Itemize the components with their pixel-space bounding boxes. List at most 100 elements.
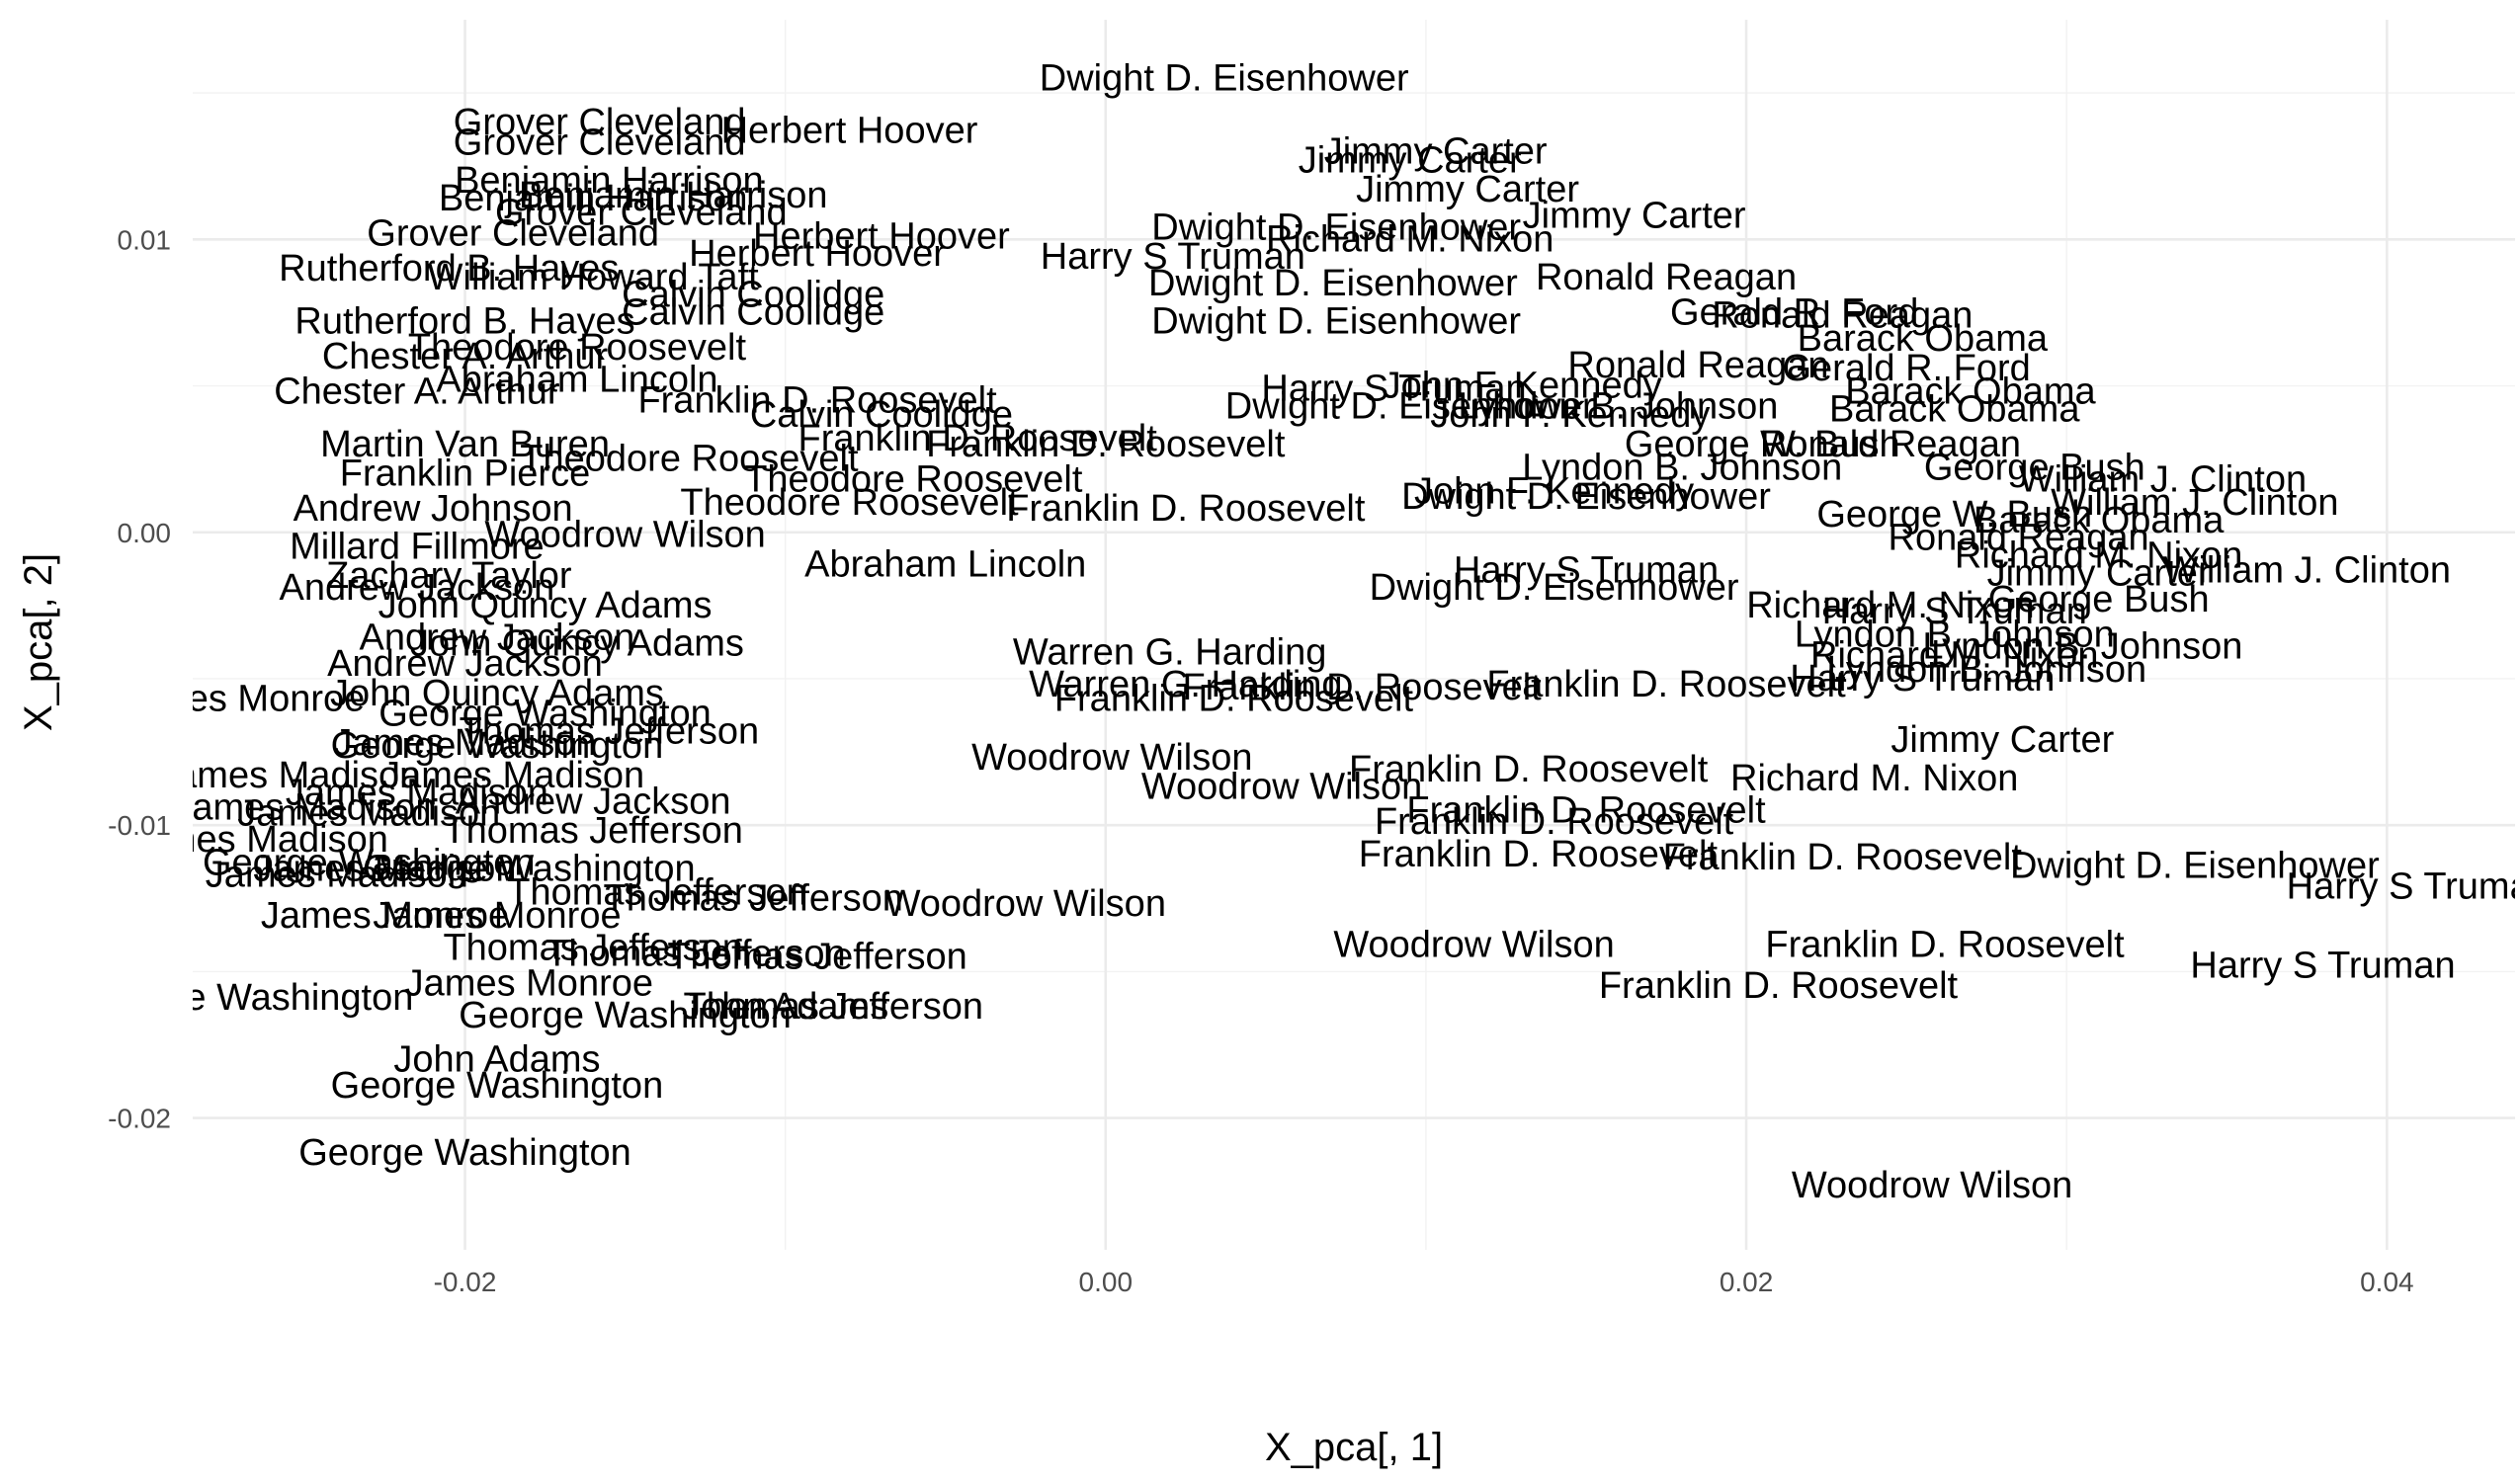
point-label: Woodrow Wilson: [1792, 1165, 2072, 1206]
point-label: Lyndon B. Johnson: [1458, 385, 1778, 427]
point-label: Thomas Jefferson: [604, 877, 903, 919]
point-label: James Madison: [381, 755, 644, 796]
point-label: Franklin D. Roosevelt: [1486, 664, 1846, 705]
point-label: George W. Bush: [1625, 424, 1900, 465]
point-label: Thomas Jefferson: [546, 934, 845, 975]
point-label: Harry S Truman: [1261, 369, 1526, 410]
point-label: Woodrow Wilson: [1333, 925, 1614, 966]
y-tick-label: -0.02: [108, 1104, 171, 1134]
point-label: Benjamin Harrison: [455, 160, 764, 202]
point-label: Ronald Reagan: [1760, 424, 2021, 465]
point-label: Millard Fillmore: [290, 527, 545, 568]
point-label: Thomas Jefferson: [507, 871, 806, 913]
point-label: Dwight D. Eisenhower: [1401, 476, 1771, 518]
point-label: Rutherford B. Hayes: [294, 300, 634, 342]
point-label: James Madison: [253, 849, 516, 890]
point-label: Dwight D. Eisenhower: [1151, 300, 1521, 342]
point-label: Theodore Roosevelt: [744, 458, 1083, 500]
point-label: James Madison: [126, 819, 388, 861]
point-label: George Washington: [331, 1065, 664, 1107]
point-label: John F. Kennedy: [1414, 470, 1694, 512]
x-axis-title: X_pca[, 1]: [1265, 1426, 1443, 1469]
point-label: Harry S Truman: [1041, 236, 1305, 278]
point-label: William J. Clinton: [2019, 458, 2307, 500]
point-label: Woodrow Wilson: [885, 883, 1166, 925]
point-label: Harry S Truman: [2287, 865, 2520, 907]
point-label: Dwight D. Eisenhower: [1370, 567, 1739, 609]
point-label: Grover Cleveland: [454, 123, 746, 164]
point-label: Richard M. Nixon: [1266, 218, 1554, 260]
point-label: Franklin D. Roosevelt: [1663, 837, 2023, 878]
point-label: Benjamin Harrison: [519, 175, 828, 216]
point-label: Gerald R. Ford: [1670, 291, 1918, 333]
point-label: Franklin D. Roosevelt: [798, 418, 1158, 459]
point-label: Theodore Roosevelt: [408, 327, 747, 369]
point-label: Ronald Reagan: [1712, 294, 1973, 336]
point-label: William J. Clinton: [2163, 549, 2451, 591]
point-label: Jimmy Carter: [1987, 552, 2211, 594]
point-label: Lyndon B. Johnson: [1795, 615, 2115, 656]
point-label: James Madison: [333, 722, 596, 764]
point-label: Herbert Hoover: [689, 233, 946, 275]
point-label: Andrew Jackson: [456, 781, 731, 822]
point-label: Ronald Reagan: [1567, 345, 1828, 386]
point-label: Chester A. Arthur: [274, 370, 560, 412]
point-label: Franklin D. Roosevelt: [1182, 667, 1542, 708]
point-label: Jimmy Carter: [1324, 130, 1548, 172]
point-label: Warren G. Harding: [1013, 631, 1326, 673]
point-label: Grover Cleveland: [495, 193, 788, 234]
point-label: Richard M. Nixon: [1810, 634, 2098, 676]
point-label: Thomas Jefferson: [667, 937, 966, 978]
point-label: Jimmy Carter: [1356, 169, 1579, 210]
point-label: Theodore Roosevelt: [520, 439, 859, 480]
point-label: John F. Kennedy: [1430, 394, 1710, 436]
point-label: Barack Obama: [1829, 388, 2080, 430]
point-label: George Washington: [203, 843, 536, 884]
point-label: James Monroe: [405, 962, 653, 1004]
y-tick-label: 0.01: [118, 224, 172, 255]
point-label: Franklin D. Roosevelt: [1006, 488, 1366, 530]
point-label: Andrew Jackson: [327, 643, 603, 685]
point-label: Harry S Truman: [1790, 658, 2055, 700]
point-label: Richard M. Nixon: [1955, 535, 2242, 576]
point-label: William Howard Taft: [428, 257, 759, 298]
point-label: Calvin Coolidge: [750, 394, 1013, 436]
point-label: John Quincy Adams: [330, 673, 664, 714]
point-label: Chester A. Arthur: [322, 336, 609, 377]
point-label: Barack Obama: [1845, 370, 2096, 412]
point-label: Ronald Reagan: [1536, 257, 1797, 298]
x-tick-label: 0.00: [1079, 1267, 1134, 1297]
point-label: Abraham Lincoln: [804, 543, 1086, 585]
point-label: James Madison: [237, 792, 500, 834]
point-label: Thomas Jefferson: [684, 986, 983, 1028]
point-label: Dwight D. Eisenhower: [1148, 263, 1518, 304]
point-label: Lyndon B. Johnson: [1922, 625, 2242, 667]
point-label: James Madison: [157, 755, 420, 796]
point-label: Dwight D. Eisenhower: [1225, 385, 1595, 427]
point-label: William J. Clinton: [2051, 482, 2338, 524]
point-label: Thomas Jefferson: [443, 928, 742, 969]
y-tick-label: 0.00: [118, 518, 172, 548]
point-label: Barack Obama: [1798, 318, 2049, 360]
point-label: John Quincy Adams: [378, 585, 713, 626]
point-label: Dwight D. Eisenhower: [1151, 206, 1521, 248]
point-label: Grover Cleveland: [454, 102, 746, 143]
x-tick-label: -0.02: [434, 1267, 497, 1297]
point-label: Harry S Truman: [1822, 591, 2087, 632]
point-label: James Madison: [206, 855, 468, 896]
point-label: George Washington: [81, 977, 414, 1019]
point-label: James Monroe: [117, 679, 365, 720]
point-label: Franklin D. Roosevelt: [1765, 925, 2125, 966]
point-label: Thomas Jefferson: [460, 710, 759, 752]
point-label: Harry S Truman: [2190, 945, 2455, 986]
point-label: Thomas Jefferson: [443, 810, 742, 852]
point-label: John Quincy Adams: [410, 622, 744, 664]
point-label: Jimmy Carter: [1890, 719, 2114, 761]
point-label: George Washington: [298, 1132, 631, 1174]
point-label: Franklin D. Roosevelt: [1375, 801, 1734, 843]
point-label: Franklin D. Roosevelt: [637, 379, 997, 421]
point-label: Jimmy Carter: [1523, 196, 1746, 237]
point-label: Woodrow Wilson: [1141, 767, 1422, 808]
